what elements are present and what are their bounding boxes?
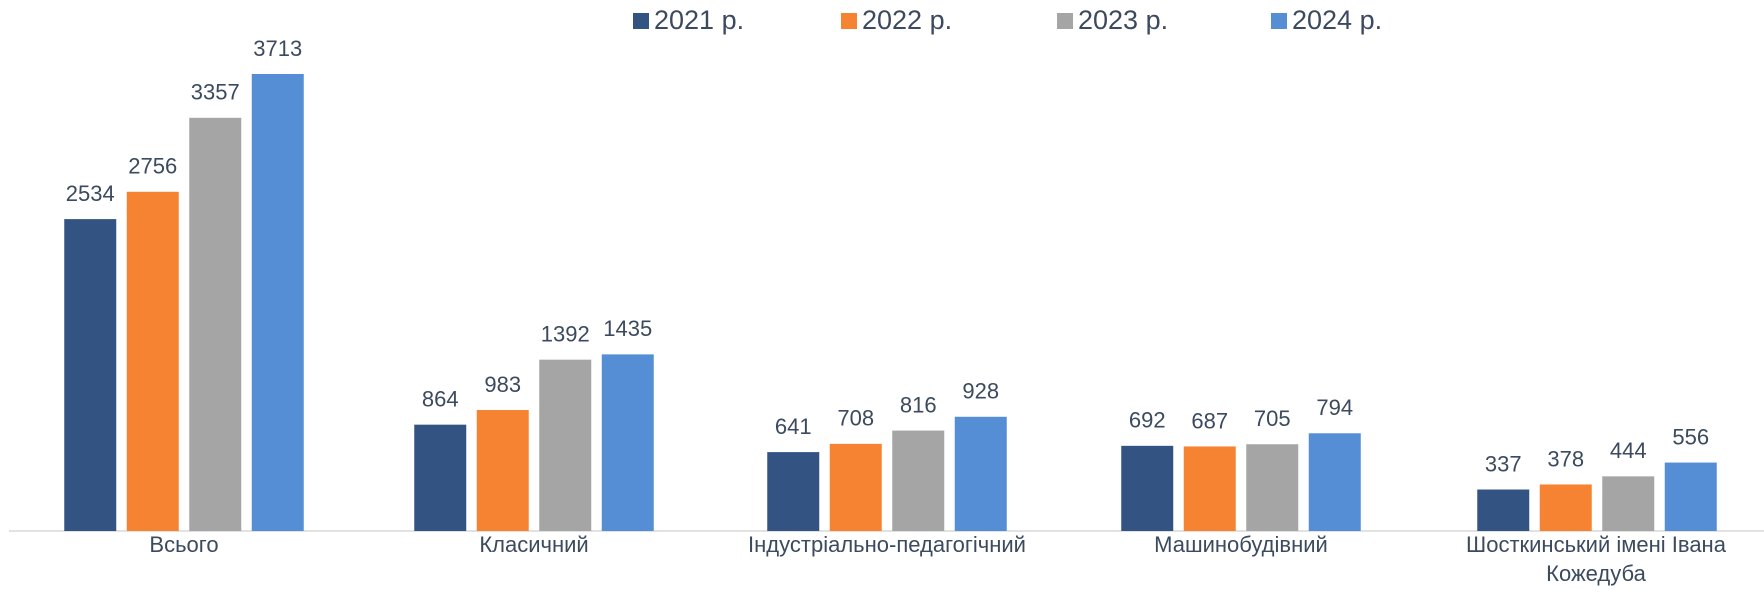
bar [126, 191, 179, 531]
legend-swatch [633, 13, 649, 29]
data-label: 928 [962, 379, 999, 404]
data-label: 1435 [603, 316, 652, 341]
bar [1539, 484, 1592, 531]
bar [251, 74, 304, 531]
data-label: 3357 [191, 80, 240, 105]
bar [1308, 433, 1361, 531]
data-label: 337 [1485, 451, 1522, 476]
x-tick-label: Шосткинський імені Івана Кожедуба [1466, 532, 1726, 586]
data-label: 2756 [128, 154, 177, 179]
bar [476, 410, 529, 531]
data-label: 1392 [541, 321, 590, 346]
bar [1477, 489, 1530, 531]
bar [189, 117, 242, 531]
legend-swatch [841, 13, 857, 29]
data-label: 3713 [253, 36, 302, 61]
x-tick-label: Класичний [479, 532, 589, 557]
data-label: 2534 [66, 181, 115, 206]
data-label: 983 [484, 372, 521, 397]
data-label: 556 [1672, 424, 1709, 449]
legend-label: 2023 р. [1078, 5, 1168, 35]
x-tick-label: Всього [149, 532, 219, 557]
data-label: 705 [1254, 406, 1291, 431]
bar [1121, 445, 1174, 531]
bar [1183, 446, 1236, 531]
bar [1664, 462, 1717, 531]
data-label: 692 [1129, 408, 1166, 433]
bar [954, 416, 1007, 531]
data-label: 641 [775, 414, 812, 439]
data-label: 378 [1547, 446, 1584, 471]
bar [414, 424, 467, 531]
bar [829, 443, 882, 531]
legend-label: 2024 р. [1292, 5, 1382, 35]
bar [892, 430, 945, 531]
data-label: 444 [1610, 438, 1647, 463]
bar [539, 359, 592, 531]
data-label: 687 [1191, 408, 1228, 433]
bar [64, 219, 117, 531]
data-label: 794 [1316, 395, 1353, 420]
legend-label: 2021 р. [654, 5, 744, 35]
data-label: 708 [837, 406, 874, 431]
bar [1246, 444, 1299, 531]
legend-swatch [1271, 13, 1287, 29]
x-tick-label: Індустріально-педагогічний [748, 532, 1026, 557]
data-label: 816 [900, 392, 937, 417]
legend-swatch [1057, 13, 1073, 29]
bar [1602, 476, 1655, 531]
bar [767, 452, 820, 531]
legend-label: 2022 р. [862, 5, 952, 35]
bar [601, 354, 654, 531]
x-tick-label: Машинобудівний [1154, 532, 1328, 557]
data-label: 864 [422, 386, 459, 411]
